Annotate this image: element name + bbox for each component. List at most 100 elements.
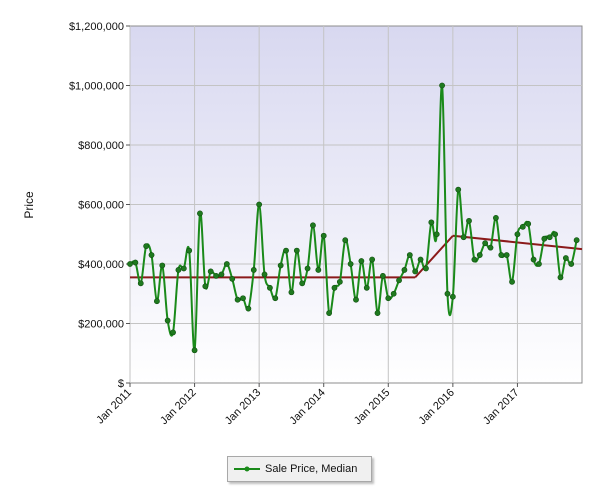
data-point (433, 231, 440, 238)
data-point (336, 278, 343, 285)
data-point (487, 244, 494, 251)
y-tick-label: $200,000 (78, 319, 124, 331)
data-point (482, 240, 489, 247)
data-point (342, 237, 349, 244)
data-point (288, 289, 295, 296)
x-tick-label: Jan 2015 (352, 387, 392, 427)
data-point (197, 210, 203, 217)
x-tick-label: Jan 2011 (94, 387, 134, 427)
data-point (396, 277, 402, 284)
data-point (299, 280, 306, 287)
data-point (471, 256, 478, 263)
data-point (186, 247, 193, 254)
data-point (272, 295, 279, 302)
data-point (423, 265, 429, 272)
data-point (283, 247, 289, 254)
x-tick-label: Jan 2016 (416, 387, 456, 427)
data-point (234, 296, 241, 303)
y-tick-label: $1,000,000 (69, 81, 124, 93)
data-point (369, 256, 376, 263)
data-point (546, 234, 553, 241)
data-point (245, 305, 252, 312)
data-point (347, 261, 354, 267)
y-tick-label: $600,000 (78, 200, 124, 212)
y-tick-label: $ (118, 378, 124, 390)
y-tick-label: $400,000 (78, 259, 124, 271)
data-point (562, 255, 569, 261)
data-point (304, 265, 311, 272)
data-point (557, 274, 564, 281)
data-point (202, 283, 209, 290)
data-point (267, 284, 273, 291)
data-point (170, 329, 176, 336)
data-point (525, 220, 532, 227)
data-point (406, 252, 413, 258)
data-point (293, 247, 300, 254)
data-point (509, 278, 515, 285)
data-point (353, 296, 359, 303)
data-point (331, 284, 338, 291)
data-point (229, 275, 236, 282)
data-point (428, 219, 435, 226)
data-point (401, 267, 408, 273)
data-point (148, 252, 155, 258)
data-point (127, 261, 133, 267)
data-point (240, 295, 246, 302)
data-point (541, 235, 548, 242)
data-point (164, 317, 171, 324)
x-tick-label: Jan 2014 (287, 387, 327, 427)
data-point (315, 267, 322, 273)
data-point (385, 295, 392, 302)
data-point (180, 265, 187, 272)
data-point (444, 290, 451, 297)
y-axis: $ $200,000 $400,000 $600,000 $800,000 $1,000,… (69, 21, 130, 390)
data-point (390, 290, 397, 297)
y-tick-label: $800,000 (78, 140, 124, 152)
data-point (363, 284, 370, 291)
data-point (143, 243, 150, 250)
data-point (358, 258, 365, 264)
data-point (191, 347, 198, 354)
data-point (536, 261, 542, 267)
data-point (493, 214, 499, 221)
data-point (380, 272, 386, 279)
data-point (218, 271, 225, 278)
data-point (449, 293, 456, 300)
data-point (159, 262, 166, 269)
data-point (175, 267, 182, 273)
data-point (250, 267, 257, 273)
data-point (412, 268, 419, 275)
data-point (455, 186, 462, 193)
data-point (439, 82, 445, 89)
data-point (530, 256, 537, 263)
data-point (277, 262, 284, 269)
data-point (132, 259, 139, 266)
x-tick-label: Jan 2012 (158, 387, 198, 427)
data-point (154, 298, 160, 305)
trend-segment (452, 234, 583, 251)
data-point (552, 231, 558, 238)
y-axis-title: Price (22, 191, 36, 219)
legend-label: Sale Price, Median (265, 463, 358, 475)
x-tick-label: Jan 2017 (481, 387, 521, 427)
x-tick-label: Jan 2013 (223, 387, 263, 427)
data-point (374, 310, 381, 316)
data-point (213, 272, 219, 279)
data-point (568, 261, 575, 267)
data-point (320, 232, 327, 239)
data-point (417, 256, 424, 263)
data-point (207, 268, 214, 275)
data-point (466, 217, 472, 224)
data-point (261, 271, 268, 278)
data-point (310, 222, 316, 229)
data-point (514, 231, 521, 238)
data-point (498, 252, 505, 258)
data-point (573, 237, 580, 244)
data-point (503, 252, 510, 258)
data-point (223, 261, 230, 267)
data-point (519, 223, 526, 230)
data-point (326, 310, 332, 316)
data-point (137, 280, 144, 287)
data-point (256, 201, 263, 208)
